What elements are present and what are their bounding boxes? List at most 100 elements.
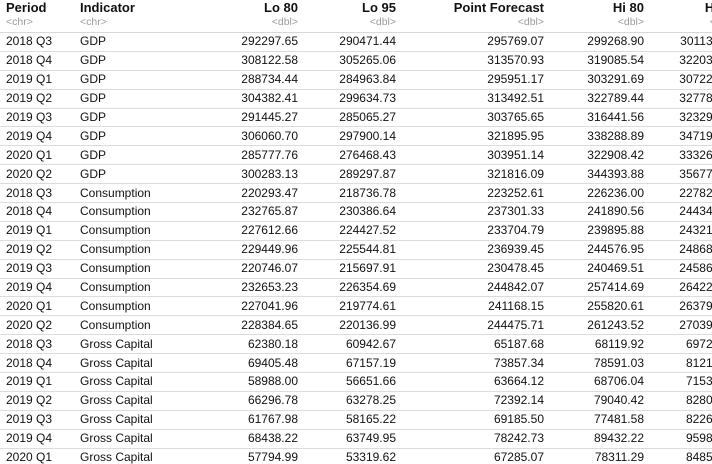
- cell-point-forecast: 295769.07: [400, 32, 548, 52]
- table-row[interactable]: 2020 Q1 GDP 285777.76 276468.43 303951.14 322…: [0, 145, 712, 166]
- cell-point-forecast: 63664.12: [400, 372, 548, 392]
- table-row[interactable]: 2018 Q4 Consumption 232765.87 230386.64 2373…: [0, 202, 712, 222]
- table-row[interactable]: 2020 Q1 Consumption 227041.96 219774.61 2411…: [0, 296, 712, 317]
- cell-hi80: 239895.88: [548, 221, 648, 241]
- cell-lo80: 58988.00: [184, 372, 302, 392]
- cell-indicator: Gross Capital: [76, 429, 184, 449]
- cell-hi80: 240469.51: [548, 259, 648, 279]
- cell-hi95: 322031.77: [648, 51, 712, 71]
- cell-indicator: Gross Capital: [76, 334, 184, 355]
- cell-hi95: 323297.62: [648, 108, 712, 128]
- column-header-period[interactable]: Period: [6, 0, 47, 15]
- cell-period: 2020 Q2: [0, 315, 76, 336]
- cell-hi80: 257414.69: [548, 278, 648, 298]
- cell-lo95: 276468.43: [302, 145, 400, 166]
- cell-hi95: 264227.07: [648, 278, 712, 298]
- cell-indicator: Consumption: [76, 183, 184, 204]
- column-type-lo80: <dbl>: [184, 16, 302, 33]
- cell-lo95: 289297.87: [302, 164, 400, 185]
- cell-lo80: 61767.98: [184, 410, 302, 430]
- cell-hi80: 255820.61: [548, 296, 648, 317]
- cell-hi95: 244341.80: [648, 202, 712, 222]
- cell-hi80: 322789.44: [548, 89, 648, 109]
- table-row[interactable]: 2019 Q3 GDP 291445.27 285065.27 303765.65 316…: [0, 108, 712, 128]
- cell-lo80: 228384.65: [184, 315, 302, 336]
- cell-lo95: 297900.14: [302, 126, 400, 147]
- column-header-lo80[interactable]: Lo 80: [264, 0, 298, 15]
- column-header-hi80[interactable]: Hi 80: [612, 0, 644, 15]
- column-type-hi80: <dbl>: [548, 16, 648, 33]
- cell-lo80: 62380.18: [184, 334, 302, 355]
- cell-lo95: 60942.67: [302, 334, 400, 355]
- header-row: Period Indicator Lo 80 Lo 95 Point Forec…: [0, 0, 712, 16]
- cell-hi95: 307228.03: [648, 70, 712, 90]
- table-row[interactable]: 2018 Q3 Consumption 220293.47 218736.78 2232…: [0, 183, 712, 204]
- table-row[interactable]: 2019 Q2 Consumption 229449.96 225544.81 2369…: [0, 240, 712, 260]
- table-row[interactable]: 2019 Q4 GDP 306060.70 297900.14 321895.95 338…: [0, 126, 712, 147]
- cell-point-forecast: 69185.50: [400, 410, 548, 430]
- table-row[interactable]: 2020 Q2 GDP 300283.13 289297.87 321816.09 344…: [0, 164, 712, 185]
- cell-hi95: 69724.51: [648, 334, 712, 355]
- cell-point-forecast: 244842.07: [400, 278, 548, 298]
- cell-point-forecast: 303951.14: [400, 145, 548, 166]
- cell-point-forecast: 236939.45: [400, 240, 548, 260]
- cell-point-forecast: 230478.45: [400, 259, 548, 279]
- column-header-hi95[interactable]: Hi 95: [704, 0, 712, 15]
- cell-hi95: 245864.02: [648, 259, 712, 279]
- cell-indicator: GDP: [76, 108, 184, 128]
- cell-hi80: 338288.89: [548, 126, 648, 147]
- cell-period: 2018 Q4: [0, 51, 76, 71]
- cell-lo95: 290471.44: [302, 32, 400, 52]
- table-row[interactable]: 2019 Q1 Consumption 227612.66 224427.52 2337…: [0, 221, 712, 241]
- cell-period: 2019 Q1: [0, 221, 76, 241]
- cell-hi80: 77481.58: [548, 410, 648, 430]
- cell-hi80: 303291.69: [548, 70, 648, 90]
- table-row[interactable]: 2019 Q4 Consumption 232653.23 226354.69 2448…: [0, 278, 712, 298]
- cell-hi95: 356778.15: [648, 164, 712, 185]
- cell-indicator: GDP: [76, 32, 184, 52]
- cell-lo80: 220746.07: [184, 259, 302, 279]
- cell-hi80: 244576.95: [548, 240, 648, 260]
- cell-lo95: 285065.27: [302, 108, 400, 128]
- cell-indicator: Gross Capital: [76, 372, 184, 392]
- table-row[interactable]: 2019 Q1 GDP 288734.44 284963.84 295951.17 303…: [0, 70, 712, 90]
- cell-hi80: 299268.90: [548, 32, 648, 52]
- table-row[interactable]: 2018 Q4 Gross Capital 69405.48 67157.19 7385…: [0, 353, 712, 374]
- cell-point-forecast: 241168.15: [400, 296, 548, 317]
- cell-hi80: 89432.22: [548, 429, 648, 449]
- column-header-indicator[interactable]: Indicator: [80, 0, 135, 15]
- table-row[interactable]: 2019 Q3 Gross Capital 61767.98 58165.22 6918…: [0, 410, 712, 430]
- table-row[interactable]: 2018 Q3 GDP 292297.65 290471.44 295769.07 299…: [0, 32, 712, 52]
- cell-hi80: 78591.03: [548, 353, 648, 374]
- table-row[interactable]: 2019 Q1 Gross Capital 58988.00 56651.66 6366…: [0, 372, 712, 392]
- cell-lo95: 63278.25: [302, 391, 400, 411]
- table-row[interactable]: 2018 Q3 Gross Capital 62380.18 60942.67 6518…: [0, 334, 712, 355]
- table-row[interactable]: 2019 Q3 Consumption 220746.07 215697.91 2304…: [0, 259, 712, 279]
- cell-hi95: 84852.22: [648, 448, 712, 464]
- table-row[interactable]: 2020 Q1 Gross Capital 57794.99 53319.62 6728…: [0, 448, 712, 464]
- cell-lo80: 66296.78: [184, 391, 302, 411]
- cell-indicator: GDP: [76, 145, 184, 166]
- cell-lo80: 300283.13: [184, 164, 302, 185]
- column-header-point-forecast[interactable]: Point Forecast: [453, 0, 544, 15]
- cell-hi80: 319085.54: [548, 51, 648, 71]
- table-row[interactable]: 2019 Q2 Gross Capital 66296.78 63278.25 7239…: [0, 391, 712, 411]
- column-header-lo95[interactable]: Lo 95: [362, 0, 396, 15]
- cell-lo95: 58165.22: [302, 410, 400, 430]
- cell-indicator: GDP: [76, 70, 184, 90]
- cell-indicator: Consumption: [76, 315, 184, 336]
- table-row[interactable]: 2019 Q4 Gross Capital 68438.22 63749.95 7824…: [0, 429, 712, 449]
- cell-point-forecast: 313570.93: [400, 51, 548, 71]
- table-row[interactable]: 2020 Q2 Consumption 228384.65 220136.99 2444…: [0, 315, 712, 336]
- cell-indicator: Gross Capital: [76, 448, 184, 464]
- cell-point-forecast: 65187.68: [400, 334, 548, 355]
- cell-lo80: 220293.47: [184, 183, 302, 204]
- table-row[interactable]: 2019 Q2 GDP 304382.41 299634.73 313492.51 322…: [0, 89, 712, 109]
- cell-lo95: 284963.84: [302, 70, 400, 90]
- table-row[interactable]: 2018 Q4 GDP 308122.58 305265.06 313570.93 319…: [0, 51, 712, 71]
- cell-hi80: 344393.88: [548, 164, 648, 185]
- cell-indicator: GDP: [76, 89, 184, 109]
- cell-hi95: 82263.46: [648, 410, 712, 430]
